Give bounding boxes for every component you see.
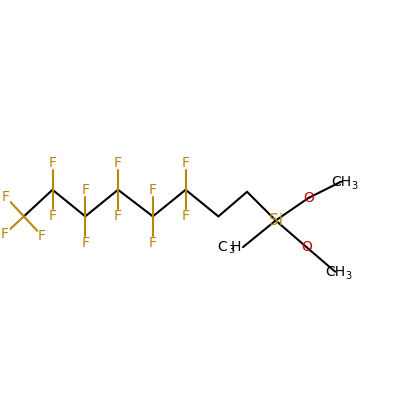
Text: F: F	[182, 156, 190, 170]
Text: H: H	[230, 240, 241, 254]
Text: F: F	[149, 183, 157, 197]
Text: F: F	[2, 190, 10, 204]
Text: F: F	[0, 228, 8, 242]
Text: 3: 3	[228, 245, 234, 255]
Text: F: F	[114, 156, 122, 170]
Text: F: F	[81, 183, 89, 197]
Text: F: F	[149, 236, 157, 250]
Text: CH: CH	[325, 265, 345, 279]
Text: 3: 3	[345, 271, 351, 281]
Text: F: F	[48, 209, 56, 223]
Text: F: F	[81, 236, 89, 250]
Text: Si: Si	[269, 213, 283, 228]
Text: F: F	[114, 209, 122, 223]
Text: F: F	[48, 156, 56, 170]
Text: 3: 3	[351, 181, 358, 191]
Text: C: C	[218, 240, 228, 254]
Text: O: O	[301, 240, 312, 254]
Text: F: F	[182, 209, 190, 223]
Text: CH: CH	[331, 174, 351, 188]
Text: F: F	[38, 229, 46, 243]
Text: O: O	[303, 191, 314, 205]
